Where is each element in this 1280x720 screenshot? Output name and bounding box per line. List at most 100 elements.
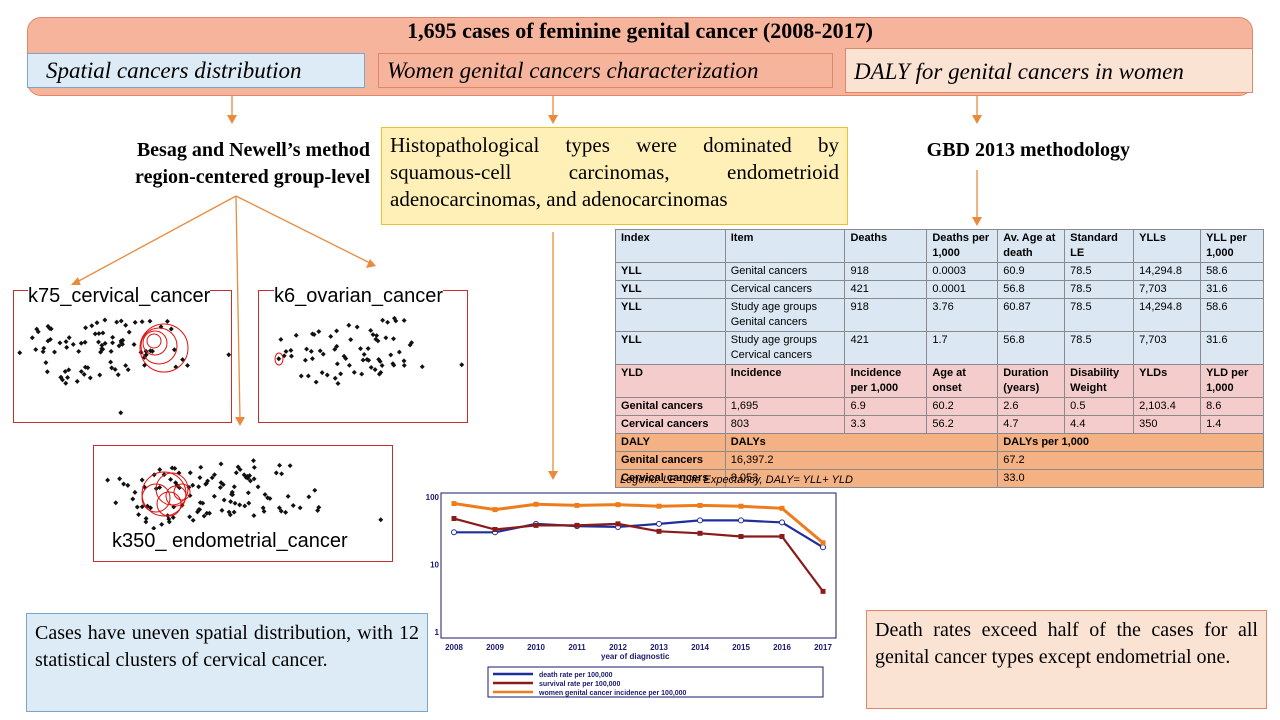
case-point <box>288 353 294 359</box>
case-point <box>126 329 132 335</box>
case-point <box>78 340 84 346</box>
data-point <box>574 502 580 508</box>
x-tick-label: 2016 <box>773 643 791 652</box>
endometrial-cluster-map <box>105 458 384 553</box>
histopathology-box: Histopathological types were dominated b… <box>381 127 848 225</box>
case-point <box>304 346 310 352</box>
case-point <box>379 363 385 368</box>
case-point <box>338 371 344 377</box>
table-cell: 14,294.8 <box>1133 298 1202 332</box>
table-cell: YLL <box>615 331 726 365</box>
case-point <box>132 489 138 495</box>
case-point <box>251 513 257 519</box>
case-point <box>320 351 326 357</box>
case-point <box>308 348 314 354</box>
case-point <box>306 494 312 500</box>
case-point <box>226 509 232 515</box>
case-point <box>121 481 127 487</box>
spatial-method-line2: region-centered group-level <box>135 166 370 188</box>
table-cell: 78.5 <box>1064 331 1135 365</box>
branch-spatial-distribution: Spatial cancers distribution <box>27 53 365 88</box>
case-point <box>102 317 108 323</box>
ovarian-cluster-map <box>274 315 465 386</box>
table-cell: 421 <box>844 331 928 365</box>
table-header-cell: YLD <box>615 364 726 398</box>
data-point <box>779 505 785 511</box>
data-point <box>656 503 662 509</box>
case-point <box>316 504 322 510</box>
case-point <box>171 347 177 353</box>
case-point <box>334 328 340 334</box>
case-point <box>221 497 227 503</box>
case-point <box>123 363 129 369</box>
case-point <box>33 347 39 353</box>
case-point <box>105 477 111 483</box>
table-header-cell: Duration (years) <box>997 364 1066 398</box>
case-point <box>287 463 293 469</box>
case-point <box>143 516 149 521</box>
case-point <box>391 336 396 342</box>
case-point <box>401 362 407 368</box>
case-point <box>108 359 114 365</box>
case-point <box>115 372 121 378</box>
table-row: YLL Genital cancers 918 0.0003 60.9 78.5… <box>615 262 1264 281</box>
table-cell: Genital cancers <box>615 451 726 470</box>
rates-line-chart: 100 10 1 2008 2009 2010 2011 2012 2013 2014 2015 2… <box>426 492 837 698</box>
case-point <box>131 342 137 347</box>
case-point <box>348 337 354 343</box>
table-row: Genital cancers 1,695 6.9 60.2 2.6 0.5 2… <box>615 397 1264 416</box>
table-cell: 33.0 <box>997 469 1264 488</box>
cervical-cluster-map <box>17 317 232 416</box>
table-cell: 58.6 <box>1200 262 1264 281</box>
case-point <box>335 381 341 386</box>
table-cell: 78.5 <box>1064 298 1135 332</box>
chart-plot-area <box>440 492 837 639</box>
case-point <box>206 510 212 516</box>
case-point <box>100 330 106 336</box>
table-cell: Cervical cancers <box>615 469 726 488</box>
x-tick-label: 2011 <box>568 643 586 652</box>
series-line <box>453 502 824 544</box>
case-point <box>317 348 323 354</box>
case-point <box>209 475 215 481</box>
table-cell: 0.0001 <box>926 280 999 299</box>
case-point <box>52 349 58 355</box>
case-point <box>378 517 384 523</box>
case-point <box>81 371 87 377</box>
case-point <box>346 362 352 368</box>
case-point <box>233 470 239 476</box>
data-point <box>574 522 580 528</box>
table-header-cell: DALYs per 1,000 <box>997 433 1264 452</box>
data-point <box>820 540 826 546</box>
case-point <box>267 496 273 502</box>
case-point <box>164 318 170 324</box>
series-line <box>453 517 824 593</box>
case-point <box>360 357 366 363</box>
table-header-cell: Incidence per 1,000 <box>844 364 928 398</box>
case-point <box>260 505 266 511</box>
case-point <box>168 476 174 482</box>
case-point <box>261 508 267 514</box>
data-point <box>492 527 498 533</box>
case-point <box>197 475 203 481</box>
data-point <box>533 522 539 528</box>
table-row: Cervical cancers 803 3.3 56.2 4.7 4.4 35… <box>615 415 1264 434</box>
data-point <box>779 533 785 539</box>
table-cell: 31.6 <box>1200 331 1264 365</box>
case-point <box>334 361 340 367</box>
main-title: 1,695 cases of feminine genital cancer (… <box>407 18 873 43</box>
data-point <box>738 533 744 539</box>
table-header-cell: Incidence <box>724 364 846 398</box>
case-point <box>358 346 364 352</box>
cervical-cluster-panel <box>13 290 232 423</box>
case-point <box>226 352 232 358</box>
table-header-cell: Item <box>724 229 846 263</box>
case-point <box>277 462 283 468</box>
case-point <box>109 365 115 371</box>
x-tick-label: 2014 <box>691 643 709 652</box>
case-point <box>305 373 311 379</box>
table-cell: 7,703 <box>1133 280 1202 299</box>
case-point <box>118 318 124 324</box>
case-point <box>309 331 315 337</box>
table-header-row: Index Item Deaths Deaths per 1,000 Av. A… <box>615 229 1264 263</box>
